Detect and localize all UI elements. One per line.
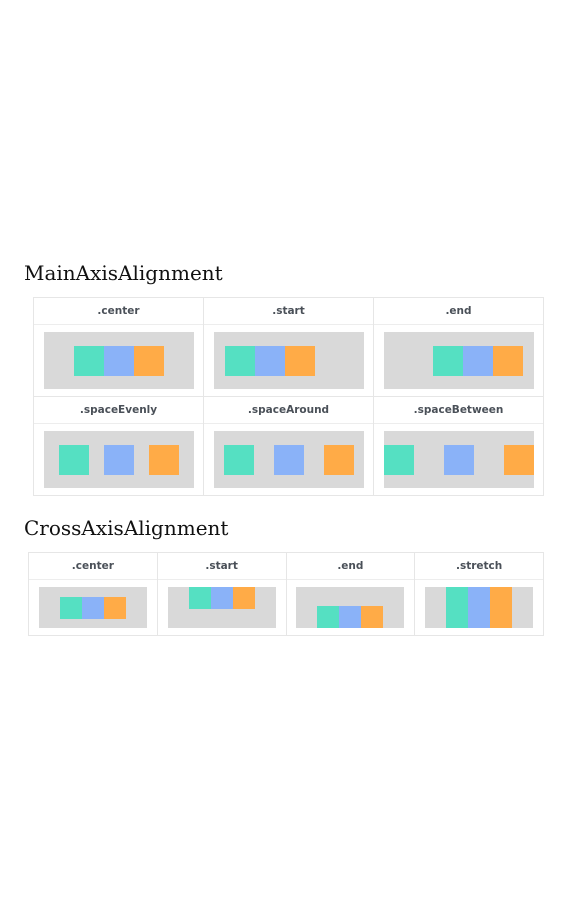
box-teal (188, 587, 211, 609)
cell-body (29, 580, 157, 635)
main-axis-cell-space-evenly: .spaceEvenly (34, 397, 204, 496)
box-blue (462, 345, 493, 376)
cross-axis-title: CrossAxisAlignment (24, 516, 229, 540)
box-orange (148, 444, 179, 475)
box-blue (81, 596, 104, 619)
cell-body (204, 325, 373, 396)
main-axis-cell-space-around: .spaceAround (204, 397, 374, 496)
main-axis-grid: .center .start .end (33, 297, 544, 496)
row-frame (43, 431, 194, 488)
main-axis-cell-space-between: .spaceBetween (374, 397, 544, 496)
box-blue (254, 345, 285, 376)
row-frame (296, 587, 405, 628)
main-axis-cell-end: .end (374, 298, 544, 397)
row-frame (425, 587, 534, 628)
cell-body (374, 424, 543, 495)
cell-body (158, 580, 286, 635)
cell-body (287, 580, 415, 635)
row-frame (383, 332, 534, 389)
cell-body (374, 325, 543, 396)
cell-label: .center (29, 553, 157, 580)
box-teal (59, 596, 82, 619)
main-axis-cell-center: .center (34, 298, 204, 397)
box-orange (103, 596, 126, 619)
box-orange (361, 606, 384, 628)
row-frame (383, 431, 534, 488)
box-teal (317, 606, 340, 628)
cell-label: .center (34, 298, 203, 325)
cell-body (204, 424, 373, 495)
cell-label: .end (286, 553, 415, 580)
row-frame (213, 332, 364, 389)
row-frame (213, 431, 364, 488)
box-orange (490, 587, 513, 628)
cell-label: .start (204, 298, 373, 325)
box-orange (232, 587, 255, 609)
cross-axis-cell-end: .end (286, 553, 416, 636)
cross-axis-cell-stretch: .stretch (415, 553, 544, 636)
cross-axis-cell-center: .center (29, 553, 158, 636)
box-blue (273, 444, 304, 475)
cell-label: .end (374, 298, 543, 325)
box-orange (133, 345, 164, 376)
box-teal (223, 444, 254, 475)
cross-axis-grid: .center .start .end (28, 552, 544, 636)
box-teal (73, 345, 104, 376)
row-frame (167, 587, 276, 628)
cell-body (415, 580, 543, 635)
box-blue (103, 444, 134, 475)
box-orange (492, 345, 523, 376)
cell-body (34, 325, 203, 396)
cross-axis-cell-start: .start (157, 553, 287, 636)
cell-label: .start (157, 553, 286, 580)
box-teal (446, 587, 469, 628)
cell-label: .spaceEvenly (34, 397, 203, 424)
row-frame (43, 332, 194, 389)
main-axis-title: MainAxisAlignment (24, 261, 223, 285)
box-teal (58, 444, 89, 475)
box-orange (284, 345, 315, 376)
box-blue (210, 587, 233, 609)
cell-body (34, 424, 203, 495)
cell-label: .spaceAround (204, 397, 373, 424)
box-blue (443, 444, 474, 475)
box-blue (103, 345, 134, 376)
cell-label: .spaceBetween (374, 397, 543, 424)
box-blue (339, 606, 362, 628)
row-frame (38, 587, 147, 628)
cell-label: .stretch (415, 553, 543, 580)
box-teal (383, 444, 414, 475)
box-teal (432, 345, 463, 376)
box-orange (323, 444, 354, 475)
box-orange (503, 444, 534, 475)
box-blue (468, 587, 491, 628)
main-axis-cell-start: .start (204, 298, 374, 397)
box-teal (224, 345, 255, 376)
